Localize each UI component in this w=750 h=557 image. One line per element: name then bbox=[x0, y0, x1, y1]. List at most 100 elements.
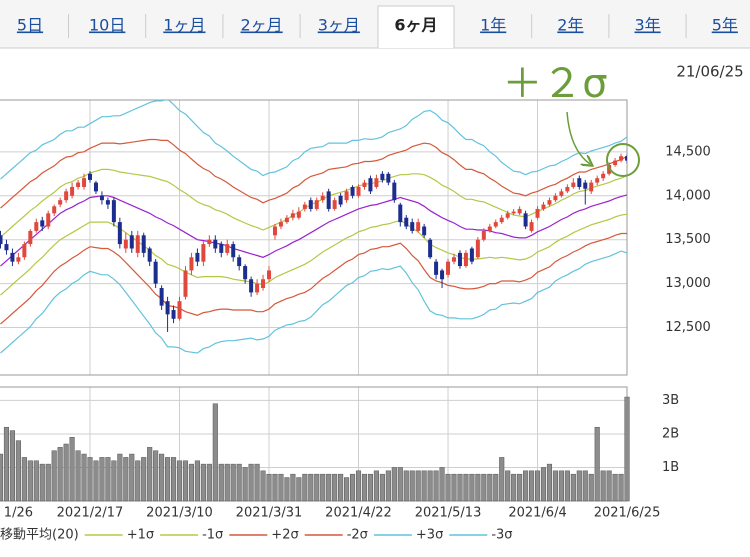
volume-bar bbox=[87, 457, 93, 502]
candle-body bbox=[326, 191, 331, 209]
volume-bar bbox=[433, 470, 439, 502]
volume-plot bbox=[0, 396, 630, 502]
candle-body bbox=[177, 301, 182, 319]
candle-body bbox=[416, 222, 421, 231]
volume-bar bbox=[511, 473, 517, 502]
candle-body bbox=[350, 186, 355, 196]
volume-bar bbox=[409, 470, 415, 502]
price-plot bbox=[0, 100, 627, 354]
tab[interactable]: 1ヶ月 bbox=[163, 16, 205, 35]
price-panel bbox=[0, 99, 628, 376]
y-tick-label: 12,500 bbox=[665, 320, 711, 335]
tab[interactable]: 2ヶ月 bbox=[241, 16, 283, 35]
legend: 移動平均(20) +1σ -1σ +2σ -2σ +3σ -3σ bbox=[0, 528, 513, 543]
volume-bar bbox=[475, 473, 481, 502]
candle-body bbox=[481, 230, 486, 240]
volume-bar bbox=[9, 430, 15, 502]
volume-bar bbox=[379, 473, 385, 502]
y-tick-label: 14,500 bbox=[665, 144, 711, 159]
candle-body bbox=[493, 222, 498, 227]
candle-body bbox=[141, 235, 146, 253]
legend-label: -2σ bbox=[347, 528, 368, 543]
tab[interactable]: 6ヶ月 bbox=[394, 16, 437, 35]
candle-body bbox=[201, 244, 206, 262]
candle-body bbox=[434, 261, 439, 275]
volume-bar bbox=[481, 473, 487, 502]
tab[interactable]: 5日 bbox=[17, 16, 43, 35]
y-tick-label: 13,000 bbox=[665, 276, 711, 291]
tab[interactable]: 1年 bbox=[480, 16, 506, 35]
volume-bar bbox=[69, 437, 75, 502]
candle-body bbox=[374, 178, 379, 187]
volume-bar bbox=[618, 473, 624, 502]
band-line bbox=[0, 100, 627, 180]
volume-bar bbox=[570, 473, 576, 502]
volume-bar bbox=[129, 453, 135, 502]
candle-body bbox=[625, 156, 627, 161]
volume-bar bbox=[242, 467, 248, 502]
candle-body bbox=[207, 239, 212, 245]
volume-tick-label: 1B bbox=[662, 460, 679, 475]
candle-body bbox=[392, 182, 397, 201]
tab[interactable]: 5年 bbox=[712, 16, 738, 35]
volume-bar bbox=[552, 470, 558, 502]
candle-body bbox=[213, 239, 218, 249]
x-tick-label: 1/26 bbox=[4, 506, 33, 521]
volume-bar bbox=[272, 473, 278, 502]
candle-body bbox=[583, 182, 588, 189]
volume-bar bbox=[230, 463, 236, 502]
volume-bar bbox=[427, 470, 433, 502]
volume-bar bbox=[159, 453, 165, 502]
volume-bar bbox=[93, 460, 99, 502]
candle-body bbox=[243, 266, 248, 280]
y-tick-label: 13,500 bbox=[665, 232, 711, 247]
tab[interactable]: 2年 bbox=[557, 16, 583, 35]
candle-body bbox=[475, 239, 480, 258]
legend-label: -3σ bbox=[491, 528, 512, 543]
volume-bar bbox=[212, 403, 218, 502]
band-line bbox=[0, 250, 627, 354]
volume-bar bbox=[165, 457, 171, 502]
volume-bar bbox=[260, 470, 266, 502]
candle-body bbox=[517, 208, 522, 214]
tab[interactable]: 3ヶ月 bbox=[318, 16, 360, 35]
candle-body bbox=[219, 244, 224, 253]
volume-bar bbox=[224, 463, 230, 502]
candle-body bbox=[547, 200, 552, 205]
candle-body bbox=[225, 244, 230, 253]
candle-body bbox=[302, 204, 307, 209]
candle-body bbox=[64, 191, 69, 201]
candle-body bbox=[595, 178, 600, 183]
candle-body bbox=[16, 257, 21, 262]
volume-bar bbox=[338, 473, 344, 502]
tab[interactable]: 3年 bbox=[635, 16, 661, 35]
candle-body bbox=[278, 222, 283, 227]
volume-bar bbox=[290, 473, 296, 502]
volume-bar bbox=[308, 473, 314, 502]
tab[interactable]: 10日 bbox=[89, 16, 125, 35]
volume-bar bbox=[326, 473, 332, 502]
volume-bar bbox=[523, 470, 529, 502]
candle-body bbox=[362, 182, 367, 187]
volume-bar bbox=[27, 460, 33, 502]
volume-bar bbox=[39, 463, 45, 502]
candle-body bbox=[189, 257, 194, 271]
legend-label: +3σ bbox=[416, 528, 443, 543]
grid bbox=[0, 100, 628, 501]
candle-body bbox=[446, 261, 451, 275]
axes: 12,500 13,000 13,500 14,000 14,500 1B 2B 3B 1/26… bbox=[4, 144, 711, 520]
volume-bar bbox=[266, 473, 272, 502]
annotation-arrow bbox=[566, 111, 590, 164]
annotation: ＋２σ bbox=[502, 61, 607, 107]
candle-body bbox=[553, 195, 558, 201]
volume-bar bbox=[147, 447, 153, 502]
band-line bbox=[0, 213, 627, 296]
candle-body bbox=[165, 301, 170, 315]
volume-bar bbox=[296, 477, 302, 502]
candle-body bbox=[314, 200, 319, 209]
x-tick-label: 2021/5/13 bbox=[415, 506, 482, 521]
volume-bar bbox=[111, 460, 117, 502]
candle-body bbox=[171, 309, 176, 319]
volume-bar bbox=[558, 470, 564, 502]
candle-body bbox=[577, 178, 582, 187]
